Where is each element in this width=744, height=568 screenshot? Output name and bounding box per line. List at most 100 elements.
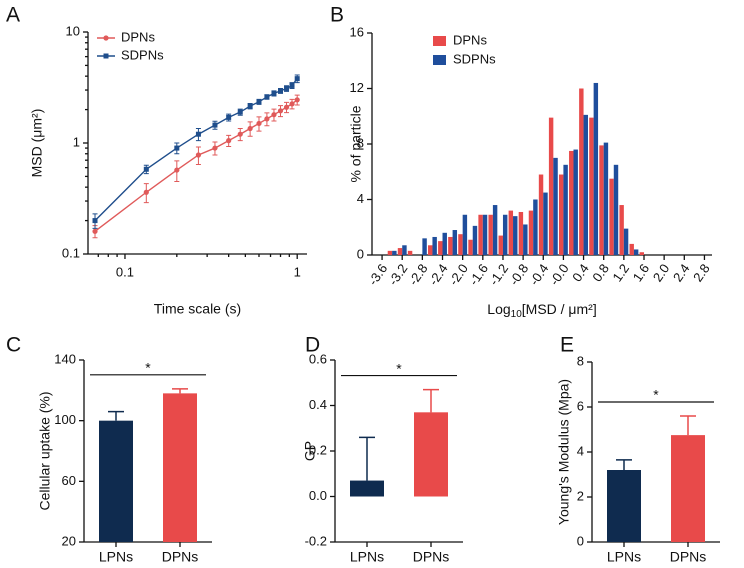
y-axis-title: Cellular uptake (%)	[37, 391, 53, 510]
bar	[458, 234, 463, 255]
x-axis-title: Time scale (s)	[154, 301, 241, 317]
bar	[548, 117, 554, 255]
bar	[543, 192, 548, 255]
marker	[294, 97, 300, 103]
legend-swatch	[433, 36, 446, 46]
x-tick-label: 1	[294, 264, 301, 279]
x-axis-title-subscript: 10	[511, 309, 523, 320]
x-axis-title-part: [MSD / μm²]	[522, 301, 597, 317]
bar	[553, 157, 558, 255]
bar	[468, 239, 473, 255]
bar	[432, 236, 437, 255]
y-tick-label: 10	[66, 23, 80, 38]
y-tick-label: 100	[54, 412, 76, 427]
bar	[518, 211, 524, 255]
panel: E 0 2 4 6 8 Young's Modulus (Mpa) LPNs DPNs *	[556, 334, 720, 565]
marker	[247, 103, 253, 109]
x-tick-label: -1.2	[486, 261, 511, 288]
marker	[174, 145, 180, 151]
bar	[528, 210, 534, 255]
bar	[573, 149, 578, 255]
bar	[478, 214, 483, 255]
legend-marker	[103, 53, 109, 59]
bar	[350, 480, 384, 497]
error-bar	[423, 388, 439, 413]
x-tick-label: 0.4	[569, 261, 592, 284]
bar	[538, 174, 544, 255]
panel: C 20 60 100 140 Cellular uptake (%) LPNs DPNs *	[6, 334, 212, 565]
significance-label: *	[145, 360, 151, 376]
marker	[264, 94, 270, 100]
bar	[452, 230, 458, 255]
x-tick-label: 0.8	[589, 261, 612, 284]
panel: B 0 4 8 12 16 % of particle -3.6-3.2-2.8-2.4-2.…	[330, 4, 713, 320]
y-tick-label: 140	[54, 351, 76, 366]
y-axis-title: Young's Modulus (Mpa)	[556, 379, 572, 525]
x-tick-label: 1.6	[630, 261, 653, 284]
panel: D -0.2 0.0 0.2 0.4 0.6 GP LPNs DPNs *	[302, 334, 463, 565]
bar	[523, 224, 528, 255]
marker	[92, 228, 98, 234]
y-tick-label: 20	[62, 533, 76, 548]
marker	[195, 131, 201, 137]
panel-letter: D	[305, 334, 320, 357]
bar	[607, 470, 641, 542]
error-bar	[680, 415, 696, 436]
x-axis-title: Log10[MSD / μm²]	[487, 301, 596, 320]
bar	[387, 250, 393, 255]
bar	[422, 238, 427, 255]
bar	[589, 117, 594, 255]
x-tick-label: DPNs	[670, 549, 707, 565]
x-tick-label: 1.2	[609, 261, 632, 284]
x-tick-label: 2.8	[690, 261, 713, 284]
x-tick-label: 0.1	[116, 264, 134, 279]
marker	[143, 189, 149, 195]
bar	[472, 225, 478, 255]
bar	[599, 145, 604, 255]
marker	[143, 166, 149, 172]
y-tick-label: 60	[62, 473, 76, 488]
y-axis-title: % of particle	[348, 105, 364, 182]
bar	[397, 248, 403, 255]
marker	[237, 131, 243, 137]
bar	[613, 164, 619, 255]
bar	[492, 205, 498, 255]
x-tick-label: 2.4	[670, 261, 693, 284]
marker	[195, 152, 202, 158]
bar	[583, 114, 588, 255]
x-tick-label: -0.4	[526, 261, 551, 288]
x-axis-title-part: Log	[487, 301, 510, 317]
marker	[174, 167, 180, 173]
bar	[502, 214, 508, 255]
marker	[278, 88, 284, 94]
significance-label: *	[396, 360, 402, 376]
marker	[284, 85, 290, 91]
y-tick-label: 0.6	[309, 351, 327, 366]
legend-label: SDPNs	[453, 51, 496, 66]
marker	[271, 112, 277, 118]
bar	[428, 245, 433, 255]
marker	[289, 101, 295, 107]
x-tick-label: -2.0	[446, 261, 471, 288]
x-tick-label: LPNs	[99, 549, 133, 565]
x-tick-label: 2.0	[650, 261, 673, 284]
bar	[402, 245, 407, 255]
bar	[579, 88, 584, 255]
bar	[163, 393, 197, 542]
bar	[99, 420, 133, 542]
marker	[289, 82, 295, 88]
x-tick-label: -3.6	[365, 261, 390, 288]
x-tick-label: LPNs	[350, 549, 384, 565]
bar	[558, 174, 564, 255]
x-tick-label: -0.0	[547, 261, 572, 288]
marker	[92, 218, 98, 224]
error-bar	[359, 436, 375, 481]
bar	[407, 250, 413, 255]
marker	[256, 120, 262, 127]
bar	[508, 210, 514, 255]
bar	[533, 199, 538, 255]
bar	[482, 214, 488, 255]
y-tick-label: 16	[350, 24, 364, 39]
x-tick-label: -0.8	[506, 261, 531, 288]
bar	[629, 243, 634, 255]
